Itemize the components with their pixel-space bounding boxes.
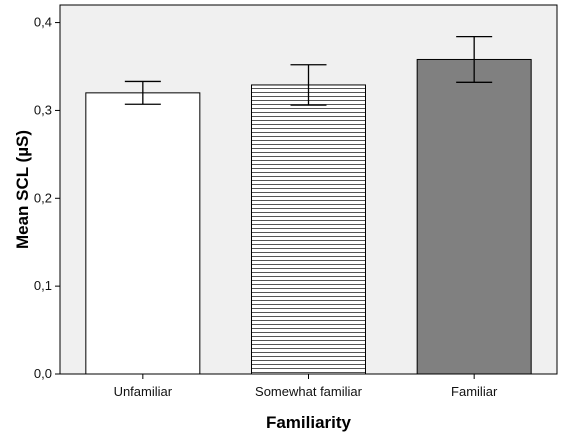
bar-unfamiliar bbox=[85, 92, 201, 375]
y-tick-label: 0,0 bbox=[34, 366, 52, 381]
bar-familiar bbox=[416, 58, 532, 375]
x-tick-label: Familiar bbox=[451, 384, 498, 399]
bar-somewhat-familiar bbox=[251, 84, 366, 375]
y-axis: 0,0 0,1 0,2 0,3 0,4 bbox=[34, 15, 60, 381]
error-bar bbox=[456, 35, 493, 83]
x-tick-label: Somewhat familiar bbox=[255, 384, 363, 399]
error-bar bbox=[124, 80, 161, 105]
x-axis-title: Familiarity bbox=[266, 413, 352, 432]
x-axis: Unfamiliar Somewhat familiar Familiar bbox=[114, 374, 498, 399]
y-tick-label: 0,4 bbox=[34, 15, 52, 30]
error-bar bbox=[290, 64, 327, 106]
y-tick-label: 0,1 bbox=[34, 278, 52, 293]
x-tick-label: Unfamiliar bbox=[114, 384, 173, 399]
error-bars bbox=[124, 35, 493, 106]
y-tick-label: 0,2 bbox=[34, 190, 52, 205]
bars bbox=[85, 58, 532, 375]
y-tick-label: 0,3 bbox=[34, 102, 52, 117]
y-axis-title: Mean SCL (µS) bbox=[13, 130, 32, 249]
